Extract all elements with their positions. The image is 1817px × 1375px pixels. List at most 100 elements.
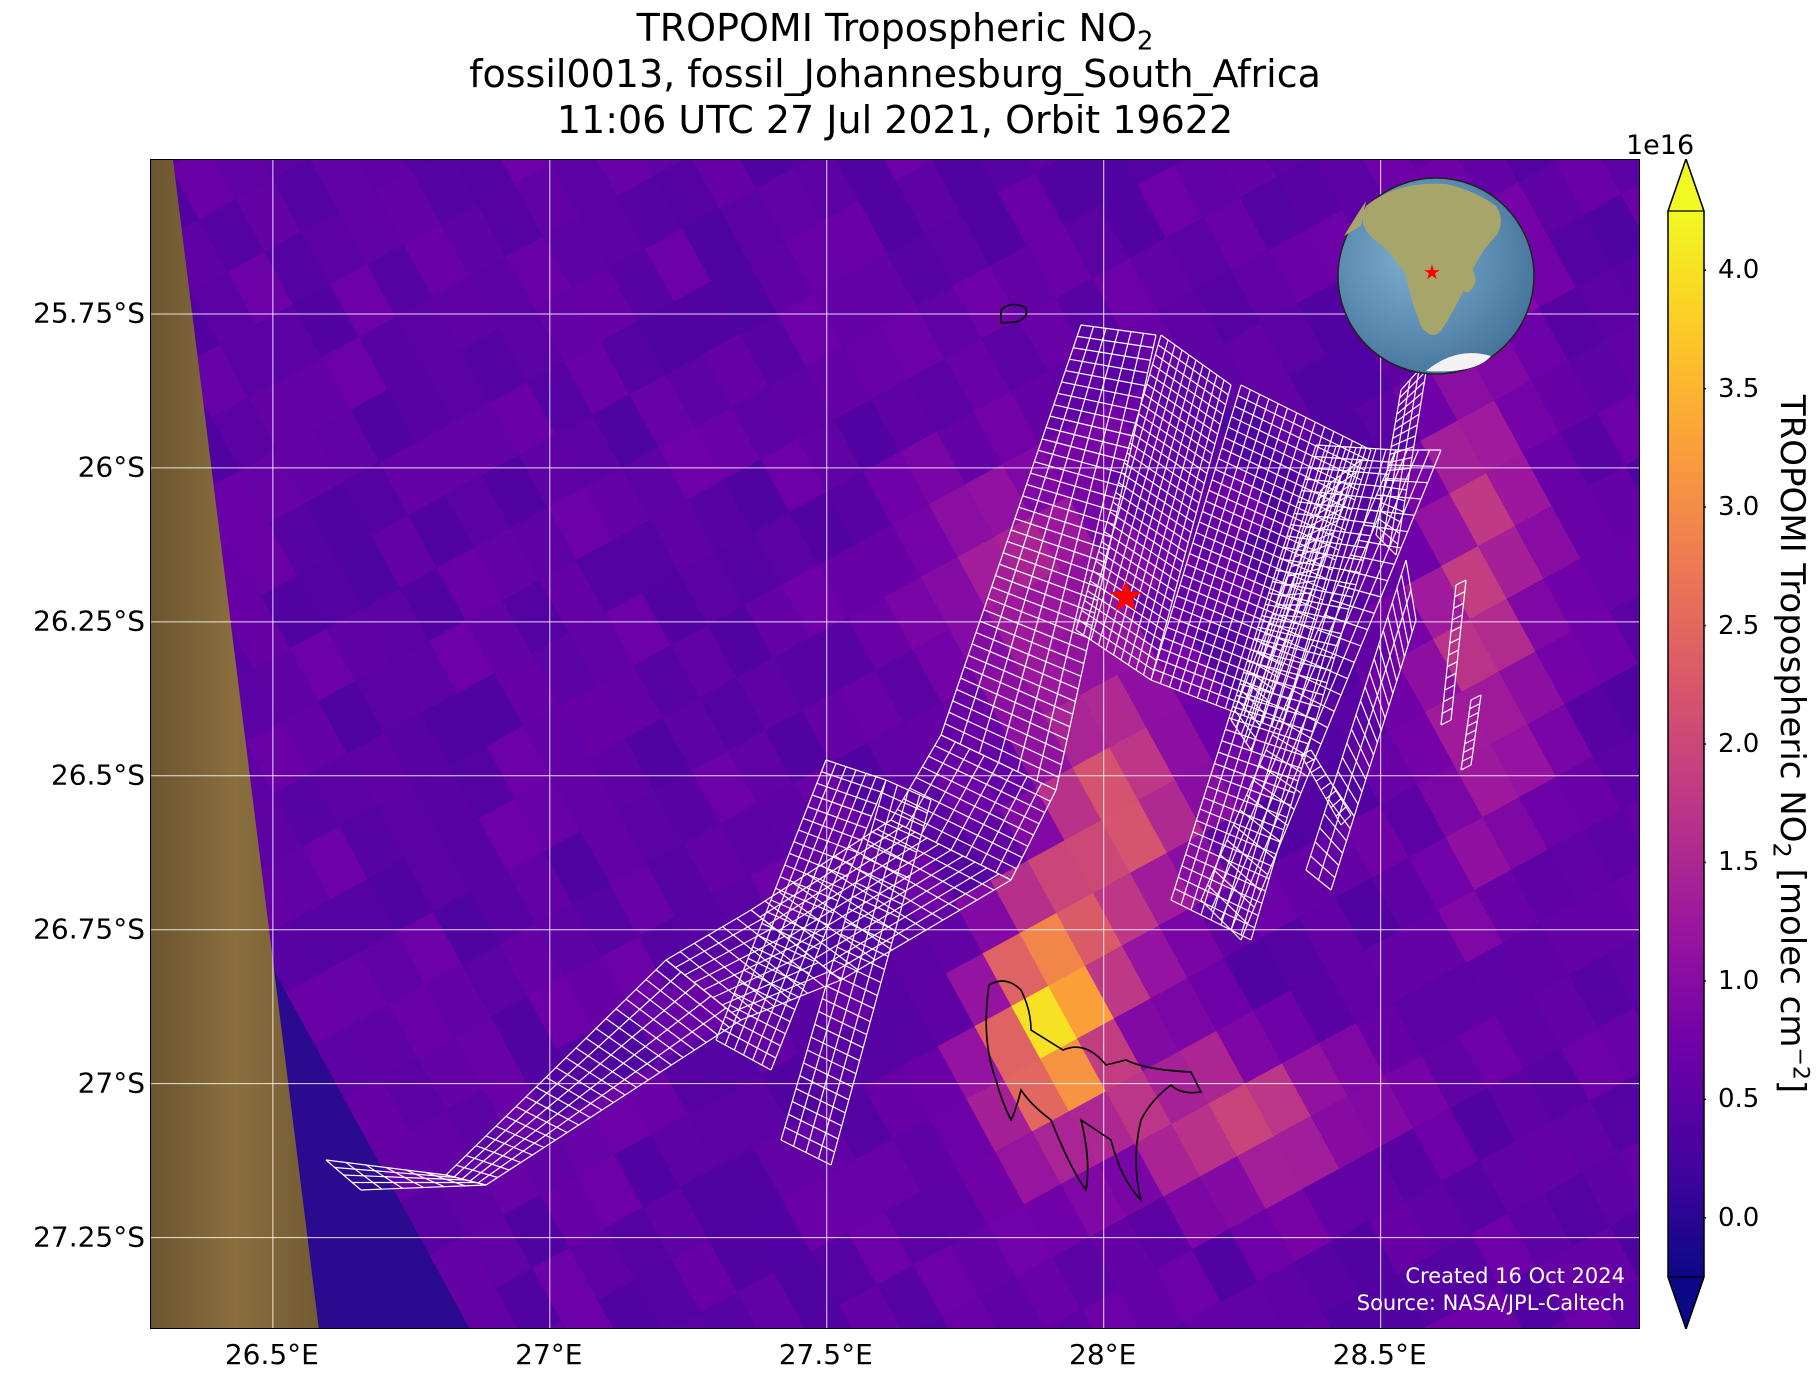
mesh-line <box>1376 494 1422 500</box>
mesh-line <box>495 1125 545 1149</box>
mesh-line <box>1382 494 1406 502</box>
no2-pixel <box>1565 1298 1619 1328</box>
no2-pixel <box>1601 160 1639 196</box>
mesh-line <box>1320 459 1362 491</box>
mesh-line <box>780 1139 832 1166</box>
mesh-line <box>1129 442 1203 494</box>
mesh-line <box>1450 626 1462 633</box>
mesh-line <box>1214 762 1295 794</box>
mesh-line <box>979 620 1085 665</box>
mesh-line <box>565 1057 626 1096</box>
mesh-line <box>425 1171 466 1187</box>
mesh-line <box>738 981 796 1011</box>
mesh-line <box>1045 426 1132 450</box>
no2-pixel <box>261 160 309 180</box>
no2-pixel <box>978 1276 1045 1328</box>
no2-pixel <box>1548 1318 1571 1328</box>
mesh-line <box>1146 383 1219 435</box>
mesh-line <box>812 794 872 817</box>
mesh-line <box>1448 649 1459 656</box>
mesh-line <box>679 951 759 1014</box>
mesh-line <box>1350 554 1395 565</box>
mesh-line <box>863 856 910 879</box>
mesh-line <box>770 899 829 926</box>
mesh-line <box>1444 684 1456 691</box>
mesh-line <box>991 586 1093 627</box>
mesh-line <box>1400 573 1413 633</box>
no2-pixel <box>1410 160 1435 171</box>
mesh-line <box>693 942 775 1008</box>
mesh-line <box>1405 559 1417 621</box>
no2-pixel <box>560 1300 614 1328</box>
no2-pixel <box>1462 1286 1523 1328</box>
mesh-line <box>1451 614 1463 621</box>
mesh-line <box>1089 580 1165 632</box>
map-plot-area[interactable]: ★ Created 16 Oct 2024 Source: NASA/JPL-C… <box>150 159 1640 1329</box>
no2-pixel <box>1172 1321 1188 1328</box>
mesh-line <box>803 1062 853 1088</box>
chart-title-line3: 11:06 UTC 27 Jul 2021, Orbit 19622 <box>556 98 1234 142</box>
mesh-line <box>1170 899 1252 941</box>
mesh-line <box>983 609 1087 652</box>
mesh-line <box>1315 773 1327 782</box>
mesh-line <box>734 992 791 1023</box>
mesh-line <box>1301 489 1382 500</box>
mesh-line <box>1387 467 1411 472</box>
mesh-line <box>975 631 1082 677</box>
mesh-line <box>1337 771 1359 805</box>
mesh-line <box>1228 717 1310 745</box>
no2-pixel <box>1027 160 1060 174</box>
mesh-line <box>779 876 839 902</box>
mesh-line <box>715 1039 772 1071</box>
y-tick-label: 27°S <box>77 1066 145 1100</box>
mesh-line <box>1135 423 1208 474</box>
mesh-line <box>1026 483 1118 513</box>
mesh-line <box>1078 619 1155 671</box>
globe-africa-landmass <box>1362 183 1501 335</box>
mesh-line <box>921 766 1040 825</box>
footprint-mesh <box>325 324 1482 1191</box>
mesh-line <box>1106 521 1181 573</box>
mesh-line <box>1310 855 1336 879</box>
mesh-line <box>747 957 805 986</box>
no2-pixel <box>839 1284 901 1328</box>
mesh-line <box>1396 392 1424 415</box>
mesh-line <box>971 643 1079 690</box>
mesh-line <box>1084 600 1160 651</box>
mesh-line <box>1378 644 1394 694</box>
mesh-line <box>365 1164 403 1189</box>
no2-pixel <box>1081 1289 1140 1328</box>
mesh-line <box>645 979 719 1036</box>
colorbar-tick-label: 3.0 <box>1718 492 1760 523</box>
mesh-line <box>1003 552 1101 589</box>
mesh-line <box>1154 354 1227 406</box>
credit-source: Source: NASA/JPL-Caltech <box>1356 1291 1625 1315</box>
mesh-line <box>862 837 978 901</box>
mesh-line <box>1182 574 1314 631</box>
mesh-line <box>1213 869 1255 908</box>
mesh-line <box>859 869 907 892</box>
mesh-line <box>1200 899 1242 941</box>
no2-pixel <box>1323 1293 1380 1328</box>
mesh-line <box>729 1004 786 1035</box>
mesh-line <box>525 1096 580 1126</box>
mesh-line <box>1325 790 1337 800</box>
mesh-line <box>1150 679 1282 731</box>
mesh-line <box>1393 413 1420 431</box>
no2-pixel <box>458 1287 518 1328</box>
mesh-line <box>1389 464 1435 467</box>
mesh-line <box>1286 535 1368 549</box>
mesh-line <box>752 946 810 974</box>
no2-pixel <box>597 1279 662 1328</box>
mesh-line <box>1297 501 1378 512</box>
mesh-line <box>1395 402 1422 423</box>
mesh-line <box>722 926 809 994</box>
mesh-line <box>1369 509 1415 516</box>
mesh-line <box>708 934 792 1001</box>
mesh-line <box>1460 764 1472 771</box>
mesh-line <box>1470 694 1482 701</box>
mesh-line <box>743 969 801 999</box>
no2-pixel <box>1638 1278 1639 1280</box>
no2-pixel <box>1625 458 1639 491</box>
no2-pixel <box>1612 252 1639 316</box>
